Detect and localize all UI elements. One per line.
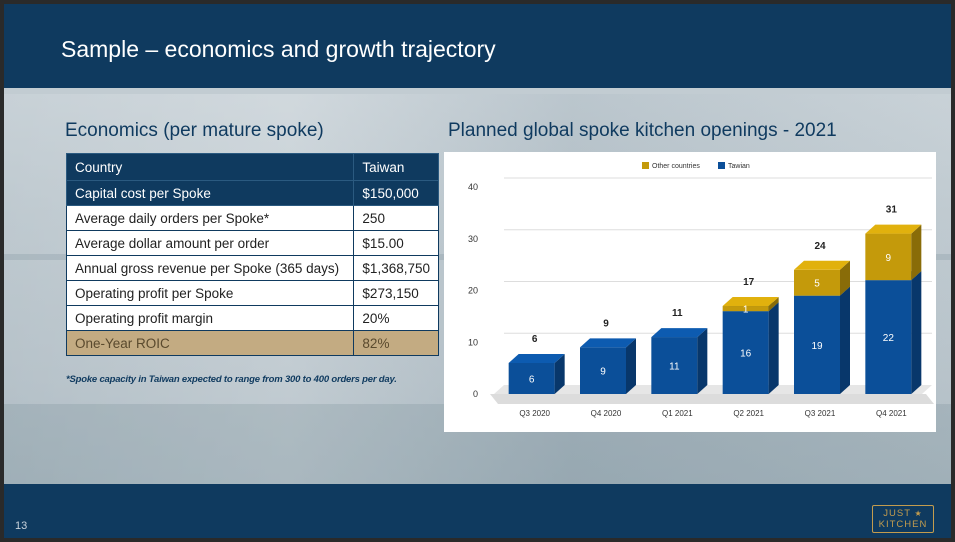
x-tick-label: Q3 2021 — [805, 409, 836, 418]
bar-side — [840, 260, 850, 296]
x-tick-label: Q3 2020 — [519, 409, 550, 418]
y-tick-label: 20 — [468, 286, 478, 296]
slide: Sample – economics and growth trajectory… — [4, 4, 951, 538]
data-label: 16 — [740, 349, 752, 360]
data-label: 11 — [669, 362, 680, 373]
bar-segment — [794, 269, 840, 296]
table-cell-label: One-Year ROIC — [65, 330, 355, 356]
total-label: 6 — [532, 334, 538, 345]
bar-segment — [508, 362, 555, 394]
data-label: 22 — [883, 333, 895, 344]
chart-heading: Planned global spoke kitchen openings - … — [448, 120, 837, 141]
data-label: 1 — [743, 305, 749, 316]
legend-swatch — [718, 162, 725, 169]
data-label: 5 — [814, 279, 820, 290]
y-tick-label: 0 — [473, 389, 478, 399]
table-cell-label: Operating profit margin — [65, 305, 355, 331]
chart-svg: 0 10 20 30 40 Other countries Tawian 6 6 Q3 2020 9… — [468, 162, 934, 418]
slide-footer: 13 JUST ★ KITCHEN — [4, 484, 951, 538]
table-cell-value: 82% — [353, 330, 439, 356]
bar-segment — [794, 295, 840, 394]
bar-segment — [865, 280, 912, 394]
total-label: 17 — [743, 277, 755, 288]
x-tick-label: Q2 2021 — [733, 409, 764, 418]
table-row: Operating profit margin 20% — [65, 305, 439, 331]
bar-segment — [651, 337, 698, 394]
justkitchen-logo: JUST ★ KITCHEN — [872, 505, 934, 533]
bar-top — [865, 224, 922, 234]
bar-top — [651, 328, 708, 338]
bar-top — [508, 353, 565, 363]
x-tick-label: Q1 2021 — [662, 409, 693, 418]
table-cell-value: $1,368,750 — [353, 255, 439, 281]
legend-label: Tawian — [728, 163, 750, 170]
bar-top — [722, 297, 779, 307]
x-tick-label: Q4 2021 — [876, 409, 907, 418]
total-label: 9 — [603, 318, 609, 329]
economics-table: Country Taiwan Capital cost per Spoke $1… — [65, 153, 439, 356]
y-tick-label: 10 — [468, 337, 478, 347]
economics-heading: Economics (per mature spoke) — [65, 120, 324, 141]
bar-segment — [865, 233, 912, 281]
logo-text-line1: JUST — [883, 508, 911, 519]
data-label: 9 — [886, 253, 892, 264]
bar-side — [911, 271, 922, 394]
bar-top — [794, 260, 850, 270]
table-row: Capital cost per Spoke $150,000 — [65, 180, 439, 206]
table-cell-value: 250 — [353, 205, 439, 231]
slide-header: Sample – economics and growth trajectory — [4, 4, 951, 88]
table-header-cell: Taiwan — [353, 153, 439, 181]
chart-floor-front — [490, 394, 934, 404]
table-cell-value: $150,000 — [353, 180, 439, 206]
bar-side — [554, 353, 565, 394]
y-tick-label: 30 — [468, 234, 478, 244]
total-label: 24 — [814, 241, 826, 252]
table-row: Operating profit per Spoke $273,150 — [65, 280, 439, 306]
star-icon: ★ — [914, 509, 923, 518]
x-tick-label: Q4 2020 — [591, 409, 622, 418]
table-footnote: *Spoke capacity in Taiwan expected to ra… — [66, 374, 397, 385]
data-label: 19 — [811, 341, 823, 352]
table-cell-label: Average dollar amount per order — [65, 230, 355, 256]
table-cell-value: 20% — [353, 305, 439, 331]
bar-side — [840, 286, 850, 394]
table-cell-value: $15.00 — [353, 230, 439, 256]
bar-segment — [722, 306, 769, 312]
total-label: 11 — [672, 308, 683, 319]
table-row-highlight: One-Year ROIC 82% — [65, 330, 439, 356]
table-cell-label: Capital cost per Spoke — [65, 180, 355, 206]
table-cell-label: Average daily orders per Spoke* — [65, 205, 355, 231]
table-cell-label: Operating profit per Spoke — [65, 280, 355, 306]
total-label: 31 — [886, 205, 898, 216]
table-row: Average daily orders per Spoke* 250 — [65, 205, 439, 231]
legend-swatch — [642, 162, 649, 169]
legend-label: Other countries — [652, 163, 700, 170]
bar-segment — [722, 311, 769, 394]
bar-side — [697, 328, 708, 394]
bar-top — [580, 338, 636, 348]
data-label: 9 — [600, 367, 606, 378]
table-header-row: Country Taiwan — [65, 153, 439, 181]
bar-side — [768, 297, 779, 312]
slide-title: Sample – economics and growth trajectory — [61, 36, 496, 62]
table-cell-label: Annual gross revenue per Spoke (365 days… — [65, 255, 355, 281]
openings-chart: 0 10 20 30 40 Other countries Tawian 6 6 Q3 2020 9… — [444, 152, 936, 432]
bar-side — [768, 302, 779, 394]
table-row: Average dollar amount per order $15.00 — [65, 230, 439, 256]
bar-side — [911, 224, 922, 281]
data-label: 6 — [529, 374, 535, 385]
page-number: 13 — [15, 520, 28, 532]
y-tick-label: 40 — [468, 182, 478, 192]
bar-segment — [580, 347, 626, 394]
table-cell-value: $273,150 — [353, 280, 439, 306]
logo-text-line2: KITCHEN — [878, 519, 928, 530]
table-row: Annual gross revenue per Spoke (365 days… — [65, 255, 439, 281]
bar-side — [626, 338, 636, 394]
table-header-cell: Country — [65, 153, 355, 181]
